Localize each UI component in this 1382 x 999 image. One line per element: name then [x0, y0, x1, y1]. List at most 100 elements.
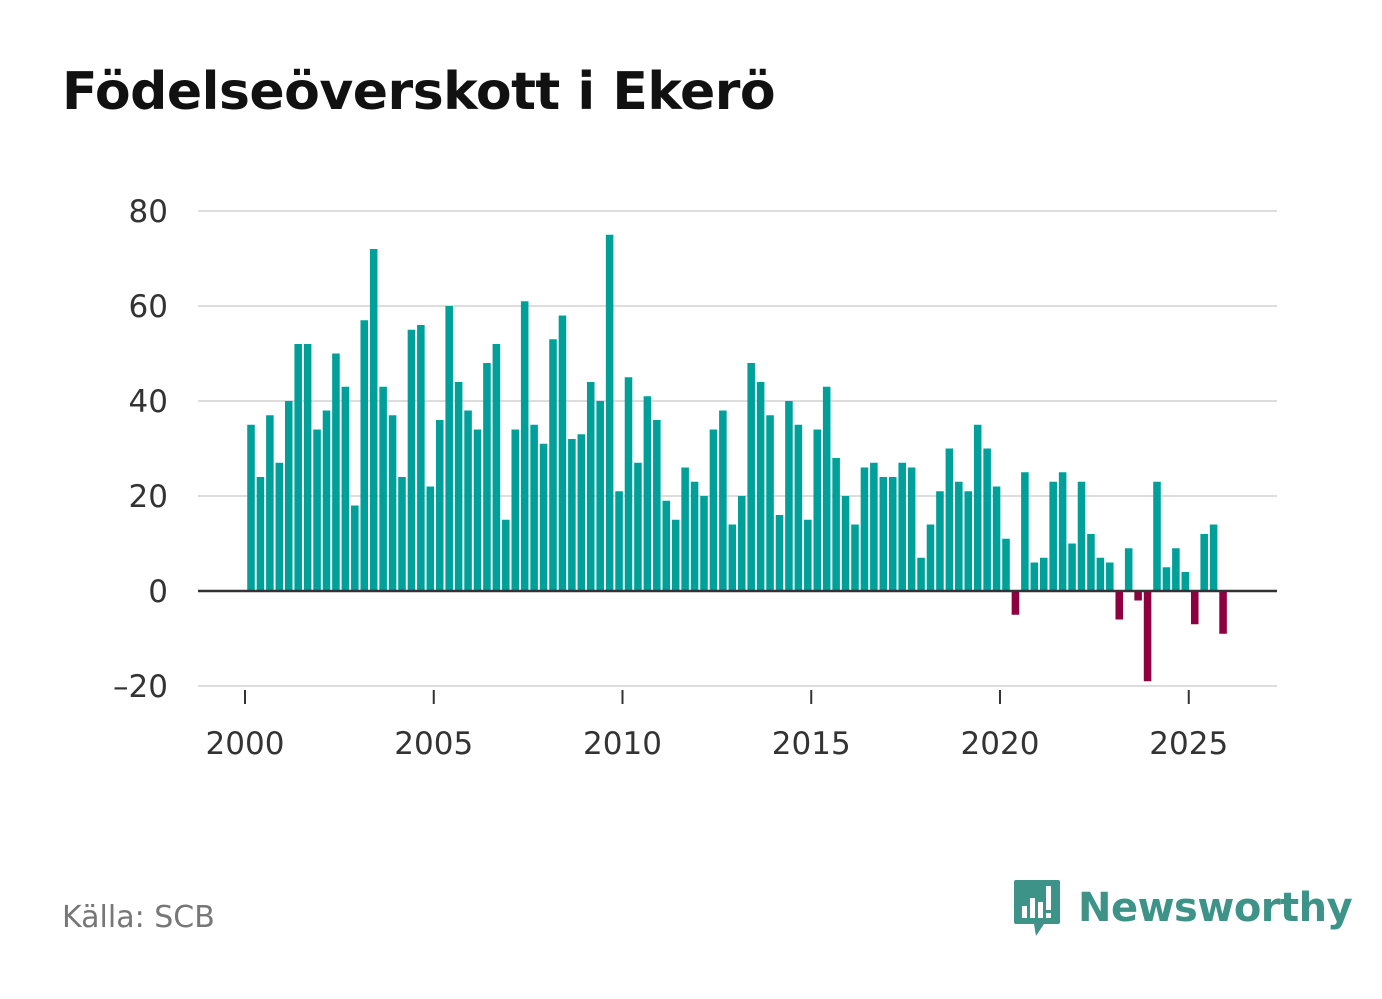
bar: [775, 515, 784, 591]
bar: [624, 377, 633, 591]
bar: [417, 325, 425, 591]
bar: [728, 524, 737, 591]
bar: [851, 524, 859, 591]
bar: [1068, 543, 1076, 591]
bar: [945, 448, 954, 591]
bar: [832, 458, 840, 591]
bar: [1162, 567, 1171, 591]
bar: [558, 315, 567, 591]
bar: [605, 234, 614, 591]
bar: [785, 401, 793, 591]
y-tick-label: 0: [148, 574, 168, 610]
bar: [907, 467, 916, 591]
y-tick-label: 40: [129, 384, 168, 420]
bar: [1096, 557, 1105, 591]
bar: [1190, 591, 1199, 625]
bar: [266, 415, 274, 591]
bar: [313, 429, 321, 591]
bar: [804, 519, 812, 591]
bar: [1058, 472, 1067, 591]
bar: [983, 448, 991, 591]
bar: [1021, 472, 1029, 591]
bar: [407, 329, 416, 591]
bar: [1153, 481, 1161, 591]
bar: [766, 415, 774, 591]
bar: [700, 496, 708, 591]
y-tick-label: –20: [113, 669, 168, 705]
bar: [388, 415, 397, 591]
bar: [870, 462, 878, 591]
bar: [577, 434, 586, 591]
bar: [586, 382, 595, 591]
bar: [794, 424, 803, 591]
bar: [322, 410, 331, 591]
bar: [1030, 562, 1039, 591]
bar: [1143, 591, 1152, 682]
bar: [303, 344, 312, 591]
bar: [1181, 572, 1190, 591]
bar: [369, 249, 378, 591]
x-tick-label: 2010: [583, 726, 662, 762]
bar: [841, 496, 850, 591]
bar: [1124, 548, 1133, 591]
grid-lines: [198, 210, 1277, 687]
bar: [898, 462, 906, 591]
bars: [247, 234, 1227, 682]
bar: [1002, 538, 1010, 591]
chart-title: Födelseöverskott i Ekerö: [62, 62, 776, 122]
bar: [332, 353, 340, 591]
source-label: Källa: SCB: [62, 900, 215, 935]
bar: [964, 491, 973, 591]
y-axis: 80 60 40 20 0 –20: [113, 194, 168, 705]
bar: [549, 339, 557, 591]
bar: [973, 424, 982, 591]
bar: [737, 496, 746, 591]
bar: [643, 396, 652, 591]
bar: [936, 491, 944, 591]
bar: [473, 429, 482, 591]
bar: [502, 519, 510, 591]
brand[interactable]: Newsworthy: [1012, 878, 1353, 938]
bar: [464, 410, 472, 591]
bar: [1219, 591, 1227, 634]
bar: [398, 477, 406, 591]
bar: [426, 486, 435, 591]
bar: [634, 462, 642, 591]
bar: [926, 524, 935, 591]
bar: [709, 429, 718, 591]
newsworthy-logo-icon: [1014, 880, 1060, 936]
bar: [1106, 562, 1114, 591]
bar: [520, 301, 529, 591]
bar: [454, 382, 463, 591]
bar: [351, 505, 359, 591]
x-tick-label: 2020: [961, 726, 1040, 762]
bar: [653, 420, 661, 591]
x-tick-label: 2015: [772, 726, 851, 762]
bar: [756, 382, 765, 591]
bar: [822, 386, 831, 591]
bar: [275, 462, 284, 591]
brand-name: Newsworthy: [1078, 885, 1353, 931]
bar: [615, 491, 623, 591]
bar: [539, 443, 548, 591]
bar: [256, 477, 265, 591]
bar: [284, 401, 293, 591]
bar: [247, 424, 255, 591]
bar: [813, 429, 822, 591]
bar: [596, 401, 604, 591]
bar: [1172, 548, 1180, 591]
bar: [860, 467, 869, 591]
y-tick-label: 20: [129, 479, 168, 515]
x-tick-label: 2000: [206, 726, 285, 762]
bar: [747, 363, 755, 591]
bar: [379, 386, 387, 591]
x-axis: 2000 2005 2010 2015 2020 2025: [206, 690, 1228, 762]
bar: [483, 363, 491, 591]
bar: [992, 486, 1001, 591]
bar: [917, 557, 925, 591]
bar: [1209, 524, 1218, 591]
bar: [1011, 591, 1020, 615]
bar: [1115, 591, 1124, 620]
bar: [1039, 557, 1048, 591]
bar: [341, 386, 350, 591]
